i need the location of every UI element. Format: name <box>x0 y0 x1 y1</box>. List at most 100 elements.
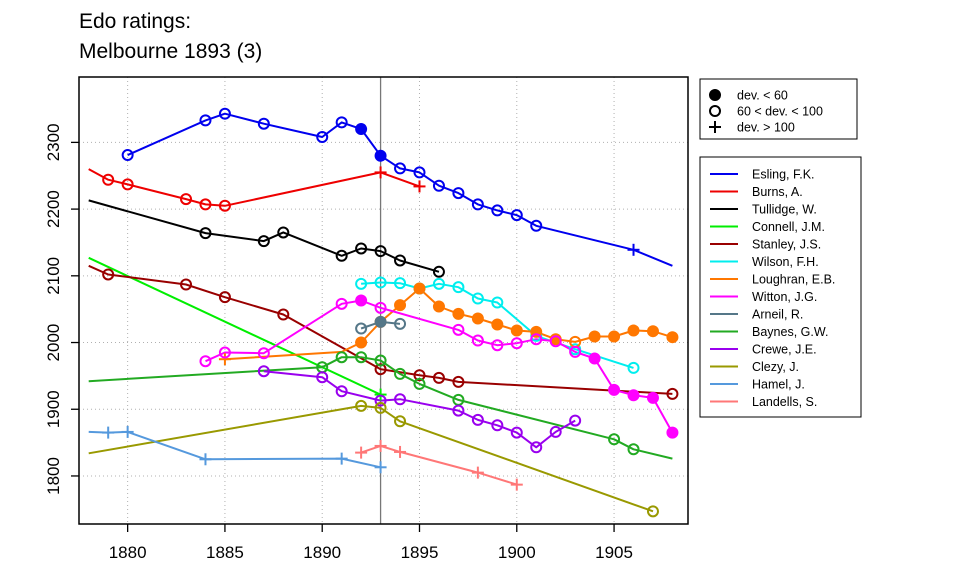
marker-legend-label-plus: dev. > 100 <box>737 121 795 135</box>
point-witton-j-g-1897 <box>452 323 465 336</box>
series-line-tullidge-w <box>88 199 440 273</box>
point-stanley-j-s-1888 <box>277 308 290 321</box>
legend-label-arneil-r: Arneil, R. <box>752 308 803 322</box>
legend-label-clezy-j: Clezy, J. <box>752 360 799 374</box>
point-stanley-j-s-1897 <box>452 375 465 388</box>
point-tullidge-w-1892 <box>355 242 368 255</box>
point-tullidge-w-1891 <box>335 249 348 262</box>
legend-label-baynes-g-w: Baynes, G.W. <box>752 325 828 339</box>
point-tullidge-w-1894 <box>394 254 407 267</box>
point-esling-f-k-1901 <box>530 219 543 232</box>
point-loughran-e-b-1899 <box>491 318 504 331</box>
point-stanley-j-s-1893 <box>374 363 387 376</box>
legend-label-landells-s: Landells, S. <box>752 395 817 409</box>
point-stanley-j-s-1883 <box>180 278 193 291</box>
point-hamel-j-1880 <box>121 425 134 438</box>
point-tullidge-w-1896 <box>432 265 445 278</box>
point-witton-j-g-1904 <box>588 352 601 365</box>
point-crewe-j-e-1891 <box>335 385 348 398</box>
point-landells-s-1898 <box>471 466 484 479</box>
marker-legend-label-open: 60 < dev. < 100 <box>737 105 823 119</box>
point-witton-j-g-1903 <box>569 345 582 358</box>
point-arneil-r-1893 <box>374 315 387 328</box>
legend-label-crewe-j-e: Crewe, J.E. <box>752 343 817 357</box>
point-crewe-j-e-1894 <box>394 393 407 406</box>
point-witton-j-g-1892 <box>355 294 368 307</box>
point-witton-j-g-1887 <box>257 347 270 360</box>
series-line-loughran-e-b <box>224 287 673 361</box>
point-loughran-e-b-1898 <box>471 312 484 325</box>
point-burns-a-1883 <box>180 193 193 206</box>
series-line-clezy-j <box>88 404 654 513</box>
series-line-esling-f-k <box>127 112 673 267</box>
point-loughran-e-b-1908 <box>666 331 679 344</box>
x-tick-label-1880: 1880 <box>109 543 147 562</box>
series-line-witton-j-g <box>205 299 674 434</box>
point-witton-j-g-1907 <box>646 391 659 404</box>
point-esling-f-k-1890 <box>316 131 329 144</box>
point-esling-f-k-1893 <box>374 149 387 162</box>
x-tick-label-1900: 1900 <box>498 543 536 562</box>
point-burns-a-1879 <box>102 173 115 186</box>
y-tick-label-1900: 1900 <box>44 390 63 428</box>
point-witton-j-g-1891 <box>335 297 348 310</box>
point-stanley-j-s-1895 <box>413 369 426 382</box>
series-line-crewe-j-e <box>263 370 576 449</box>
series-line-landells-s <box>360 444 518 486</box>
point-esling-f-k-1899 <box>491 204 504 217</box>
chart-title-line-1: Edo ratings: <box>79 10 192 33</box>
point-wilson-f-h-1894 <box>394 277 407 290</box>
point-crewe-j-e-1887 <box>257 365 270 378</box>
point-loughran-e-b-1897 <box>452 307 465 320</box>
point-witton-j-g-1906 <box>627 389 640 402</box>
series-line-baynes-g-w <box>88 356 673 460</box>
point-crewe-j-e-1899 <box>491 419 504 432</box>
legend-label-connell-j-m: Connell, J.M. <box>752 220 825 234</box>
series-legend-box <box>699 156 862 418</box>
point-crewe-j-e-1903 <box>569 414 582 427</box>
point-witton-j-g-1893 <box>374 301 387 314</box>
legend-label-hamel-j: Hamel, J. <box>752 378 805 392</box>
series-line-stanley-j-s <box>88 264 673 395</box>
y-tick-label-1800: 1800 <box>44 457 63 495</box>
point-landells-s-1894 <box>394 445 407 458</box>
y-tick-label-2100: 2100 <box>44 257 63 295</box>
series-line-connell-j-m <box>88 256 382 396</box>
point-esling-f-k-1897 <box>452 187 465 200</box>
point-tullidge-w-1893 <box>374 245 387 258</box>
point-crewe-j-e-1893 <box>374 394 387 407</box>
point-witton-j-g-1885 <box>218 346 231 359</box>
point-esling-f-k-1892 <box>355 123 368 136</box>
legend-label-loughran-e-b: Loughran, E.B. <box>752 273 835 287</box>
point-crewe-j-e-1890 <box>316 371 329 384</box>
point-crewe-j-e-1901 <box>530 441 543 454</box>
point-esling-f-k-1896 <box>432 179 445 192</box>
point-loughran-e-b-1894 <box>394 299 407 312</box>
point-loughran-e-b-1904 <box>588 330 601 343</box>
marker-legend-box <box>699 78 858 140</box>
y-tick-label-2300: 2300 <box>44 123 63 161</box>
point-esling-f-k-1906 <box>627 243 640 256</box>
point-hamel-j-1893 <box>374 461 387 474</box>
point-witton-j-g-1884 <box>199 355 212 368</box>
point-witton-j-g-1900 <box>510 337 523 350</box>
marker-legend-symbol-plus <box>709 121 721 133</box>
point-witton-j-g-1902 <box>549 335 562 348</box>
point-wilson-f-h-1892 <box>355 277 368 290</box>
point-burns-a-1895 <box>413 180 426 193</box>
point-esling-f-k-1895 <box>413 166 426 179</box>
point-baynes-g-w-1905 <box>608 433 621 446</box>
point-crewe-j-e-1898 <box>471 413 484 426</box>
point-clezy-j-1893 <box>374 401 387 414</box>
x-tick-label-1905: 1905 <box>595 543 633 562</box>
point-baynes-g-w-1906 <box>627 443 640 456</box>
x-tick-label-1895: 1895 <box>401 543 439 562</box>
point-baynes-g-w-1894 <box>394 367 407 380</box>
marker-legend-symbol-open <box>709 105 721 117</box>
point-crewe-j-e-1897 <box>452 404 465 417</box>
point-baynes-g-w-1895 <box>413 377 426 390</box>
point-loughran-e-b-1900 <box>510 324 523 337</box>
point-tullidge-w-1887 <box>257 235 270 248</box>
point-tullidge-w-1888 <box>277 226 290 239</box>
point-wilson-f-h-1898 <box>471 292 484 305</box>
